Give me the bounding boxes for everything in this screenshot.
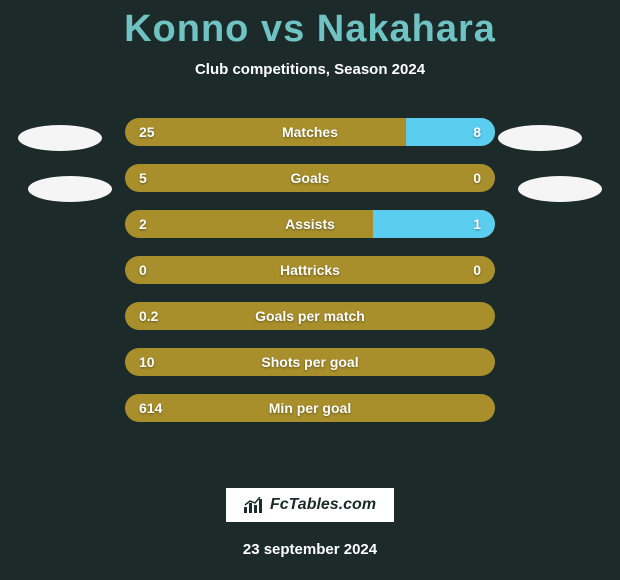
stat-row: 614Min per goal	[125, 394, 495, 422]
page-title: Konno vs Nakahara	[0, 0, 620, 51]
stat-row: 21Assists	[125, 210, 495, 238]
stat-label: Hattricks	[125, 256, 495, 284]
chart-icon	[244, 497, 264, 513]
stat-label: Assists	[125, 210, 495, 238]
stat-label: Min per goal	[125, 394, 495, 422]
brand-badge: FcTables.com	[224, 486, 396, 524]
subtitle: Club competitions, Season 2024	[0, 61, 620, 78]
stats-container: 258Matches 50Goals 21Assists 00Hattricks 0.2…	[0, 118, 620, 422]
stat-label: Shots per goal	[125, 348, 495, 376]
stat-row: 00Hattricks	[125, 256, 495, 284]
stat-label: Goals per match	[125, 302, 495, 330]
stat-row: 50Goals	[125, 164, 495, 192]
stat-row: 0.2Goals per match	[125, 302, 495, 330]
date-label: 23 september 2024	[0, 541, 620, 558]
stat-label: Matches	[125, 118, 495, 146]
brand-text: FcTables.com	[270, 496, 376, 514]
footer: FcTables.com	[0, 486, 620, 524]
stat-label: Goals	[125, 164, 495, 192]
stat-row: 10Shots per goal	[125, 348, 495, 376]
stat-row: 258Matches	[125, 118, 495, 146]
